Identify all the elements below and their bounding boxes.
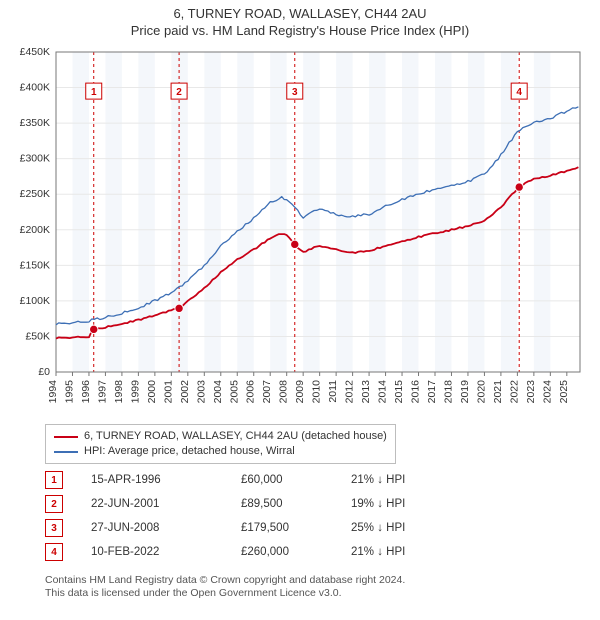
- sale-date: 15-APR-1996: [91, 474, 241, 486]
- sale-row: 3 27-JUN-2008£179,50025% ↓ HPI: [45, 516, 441, 540]
- svg-text:2016: 2016: [410, 380, 422, 404]
- line-chart: £0 £50K £100K £150K £200K £250K £300K £350K £400…: [12, 46, 588, 416]
- svg-text:2022: 2022: [508, 380, 520, 404]
- legend-item-price-paid: 6, TURNEY ROAD, WALLASEY, CH44 2AU (deta…: [54, 429, 387, 444]
- footnote-line-1: Contains HM Land Registry data © Crown c…: [45, 574, 405, 587]
- svg-text:2012: 2012: [344, 380, 356, 404]
- title-line-2: Price paid vs. HM Land Registry's House …: [0, 23, 600, 38]
- legend: 6, TURNEY ROAD, WALLASEY, CH44 2AU (deta…: [45, 424, 396, 464]
- svg-text:2013: 2013: [360, 380, 372, 404]
- title-line-1: 6, TURNEY ROAD, WALLASEY, CH44 2AU: [0, 6, 600, 21]
- svg-text:2015: 2015: [393, 380, 405, 404]
- svg-text:2006: 2006: [245, 380, 257, 404]
- sale-price: £260,000: [241, 546, 351, 558]
- svg-text:£250K: £250K: [20, 188, 50, 200]
- sale-diff: 21% ↓ HPI: [351, 474, 441, 486]
- sale-row: 2 22-JUN-2001£89,50019% ↓ HPI: [45, 492, 441, 516]
- svg-text:2025: 2025: [558, 380, 570, 404]
- svg-text:2021: 2021: [492, 380, 504, 404]
- footnote: Contains HM Land Registry data © Crown c…: [45, 574, 405, 600]
- svg-text:2004: 2004: [212, 380, 224, 404]
- svg-text:1996: 1996: [80, 380, 92, 404]
- sale-price: £60,000: [241, 474, 351, 486]
- sale-marker-badge: 1: [45, 471, 63, 489]
- svg-text:2000: 2000: [146, 380, 158, 404]
- svg-text:2002: 2002: [179, 380, 191, 404]
- svg-text:2009: 2009: [294, 380, 306, 404]
- svg-text:1998: 1998: [113, 380, 125, 404]
- svg-text:£400K: £400K: [20, 82, 50, 94]
- svg-text:2005: 2005: [228, 380, 240, 404]
- svg-text:2011: 2011: [327, 380, 339, 403]
- sale-diff: 21% ↓ HPI: [351, 546, 441, 558]
- svg-text:£200K: £200K: [20, 224, 50, 236]
- sale-date: 22-JUN-2001: [91, 498, 241, 510]
- svg-text:2024: 2024: [541, 380, 553, 404]
- legend-swatch-price-paid: [54, 436, 78, 438]
- sale-price: £89,500: [241, 498, 351, 510]
- svg-text:1995: 1995: [63, 380, 75, 404]
- legend-swatch-hpi: [54, 451, 78, 453]
- sale-date: 10-FEB-2022: [91, 546, 241, 558]
- legend-item-hpi: HPI: Average price, detached house, Wirr…: [54, 444, 387, 459]
- svg-text:2010: 2010: [311, 380, 323, 404]
- sale-price: £179,500: [241, 522, 351, 534]
- svg-text:£300K: £300K: [20, 153, 50, 165]
- footnote-line-2: This data is licensed under the Open Gov…: [45, 587, 405, 600]
- svg-text:£50K: £50K: [25, 330, 50, 342]
- legend-label-price-paid: 6, TURNEY ROAD, WALLASEY, CH44 2AU (deta…: [84, 429, 387, 444]
- sale-row: 4 10-FEB-2022£260,00021% ↓ HPI: [45, 540, 441, 564]
- sale-row: 1 15-APR-1996£60,00021% ↓ HPI: [45, 468, 441, 492]
- svg-text:2020: 2020: [475, 380, 487, 404]
- svg-text:£150K: £150K: [20, 259, 50, 271]
- sale-marker-badge: 4: [45, 543, 63, 561]
- svg-text:4: 4: [516, 87, 522, 98]
- svg-text:2018: 2018: [442, 380, 454, 404]
- sales-table: 115-APR-1996£60,00021% ↓ HPI222-JUN-2001…: [45, 468, 441, 564]
- svg-text:£450K: £450K: [20, 46, 50, 58]
- svg-text:2001: 2001: [162, 380, 174, 404]
- svg-text:2017: 2017: [426, 380, 438, 404]
- svg-text:£350K: £350K: [20, 117, 50, 129]
- svg-text:2: 2: [176, 87, 182, 98]
- svg-text:£100K: £100K: [20, 295, 50, 307]
- sale-diff: 19% ↓ HPI: [351, 498, 441, 510]
- svg-text:1994: 1994: [47, 380, 59, 404]
- chart-header: 6, TURNEY ROAD, WALLASEY, CH44 2AU Price…: [0, 0, 600, 38]
- chart-area: £0 £50K £100K £150K £200K £250K £300K £350K £400…: [12, 46, 588, 416]
- legend-label-hpi: HPI: Average price, detached house, Wirr…: [84, 444, 295, 459]
- sale-date: 27-JUN-2008: [91, 522, 241, 534]
- svg-text:1: 1: [91, 87, 97, 98]
- svg-text:2007: 2007: [261, 380, 273, 404]
- svg-text:3: 3: [292, 87, 298, 98]
- svg-text:1997: 1997: [96, 380, 108, 404]
- sale-diff: 25% ↓ HPI: [351, 522, 441, 534]
- sale-marker-badge: 3: [45, 519, 63, 537]
- svg-text:2014: 2014: [377, 380, 389, 404]
- svg-text:1999: 1999: [129, 380, 141, 404]
- svg-text:2019: 2019: [459, 380, 471, 404]
- sale-marker-badge: 2: [45, 495, 63, 513]
- svg-text:2003: 2003: [195, 380, 207, 404]
- svg-text:£0: £0: [38, 366, 50, 378]
- svg-text:2008: 2008: [278, 380, 290, 404]
- svg-text:2023: 2023: [525, 380, 537, 404]
